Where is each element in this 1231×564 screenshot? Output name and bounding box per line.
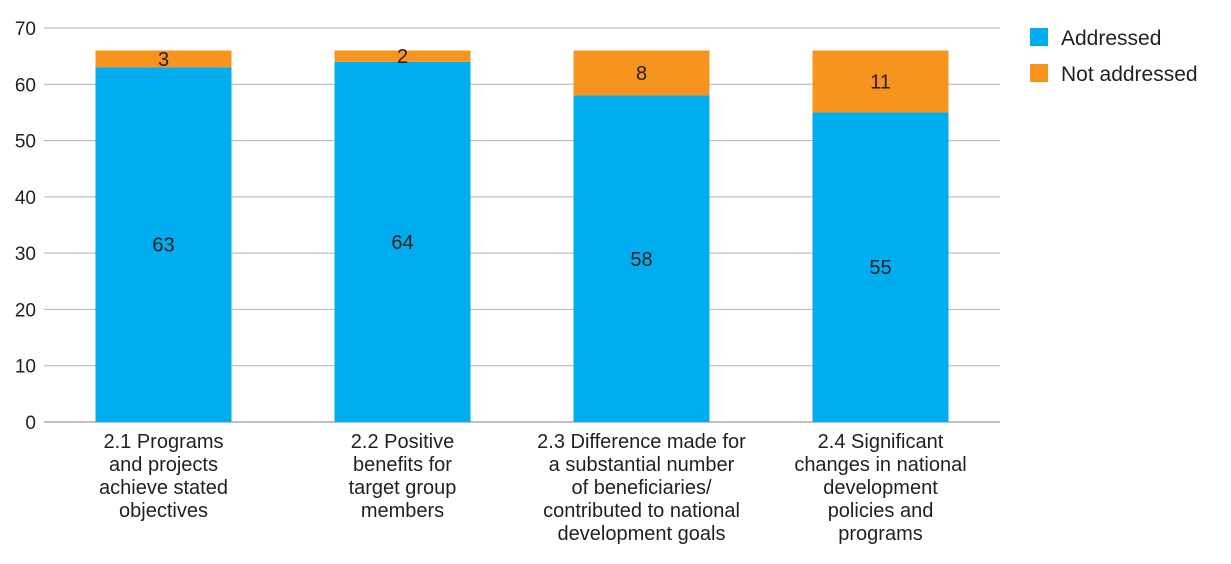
category-label: objectives	[119, 500, 208, 522]
category-label: of beneficiaries/	[571, 477, 712, 499]
category-label: benefits for	[353, 454, 452, 476]
data-label: 55	[869, 257, 891, 279]
legend: Addressed Not addressed	[1030, 27, 1198, 86]
y-tick-label: 20	[15, 300, 36, 321]
data-label: 11	[870, 71, 891, 93]
category-label: development goals	[558, 523, 726, 545]
y-tick-label: 0	[25, 413, 36, 434]
category-label: 2.4 Significant	[818, 431, 944, 453]
legend-label: Not addressed	[1061, 63, 1198, 86]
y-tick-label: 60	[15, 75, 36, 96]
category-label: development	[823, 477, 938, 499]
category-label: policies and	[828, 500, 934, 522]
data-label: 63	[152, 235, 174, 257]
data-label: 2	[397, 46, 408, 68]
y-tick-label: 70	[15, 19, 36, 40]
bar-not-addressed	[95, 50, 232, 68]
category-label: 2.1 Programs	[103, 431, 223, 453]
category-label: 2.2 Positive	[351, 431, 454, 453]
legend-swatch	[1030, 28, 1048, 46]
bar-addressed	[573, 95, 710, 423]
legend-label: Addressed	[1061, 27, 1161, 50]
bars: 63 3 64 2 58 8 55 11	[95, 46, 949, 423]
category-label: members	[361, 500, 444, 522]
category-label: 2.3 Difference made for	[537, 431, 746, 453]
bar-not-addressed	[334, 50, 471, 62]
category-label: achieve stated	[99, 477, 228, 499]
category-label: contributed to national	[543, 500, 740, 522]
data-label: 64	[391, 232, 413, 254]
data-label: 3	[158, 49, 169, 71]
y-tick-label: 30	[15, 244, 36, 265]
y-axis-ticks: 0 10 20 30 40 50 60 70	[15, 19, 36, 434]
category-label: target group	[349, 477, 457, 499]
category-label: programs	[838, 523, 922, 545]
bar-addressed	[334, 61, 471, 423]
data-label: 58	[630, 249, 652, 271]
category-label: changes in national	[794, 454, 966, 476]
y-tick-label: 40	[15, 188, 36, 209]
y-tick-label: 50	[15, 132, 36, 153]
data-label: 8	[636, 63, 647, 85]
y-tick-label: 10	[15, 357, 36, 378]
bar-not-addressed	[812, 50, 949, 113]
legend-swatch	[1030, 64, 1048, 82]
bar-addressed	[95, 67, 232, 423]
bar-addressed	[812, 112, 949, 422]
bar-not-addressed	[573, 50, 710, 96]
category-label: and projects	[109, 454, 218, 476]
category-label: a substantial number	[549, 454, 735, 476]
